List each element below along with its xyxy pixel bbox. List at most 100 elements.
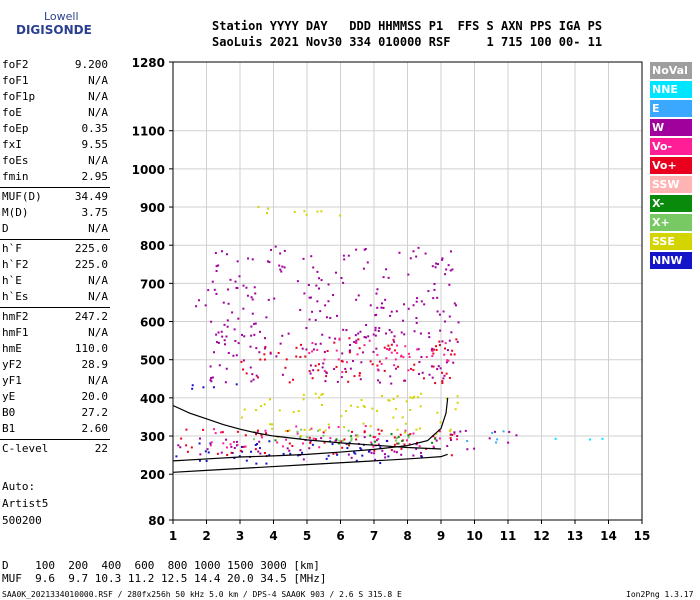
echo-point: [508, 430, 511, 433]
echo-point: [210, 441, 213, 444]
echo-point: [444, 273, 447, 276]
y-tick-label: 700: [140, 277, 165, 291]
echo-point: [356, 353, 359, 356]
echo-point: [393, 364, 396, 367]
echo-point: [265, 212, 268, 215]
echo-point: [230, 451, 233, 454]
echo-point: [329, 317, 332, 320]
param-row: hmE 110.0: [2, 342, 108, 357]
echo-point: [316, 270, 319, 273]
echo-point: [216, 341, 219, 344]
echo-point: [450, 353, 453, 356]
echo-point: [229, 443, 232, 446]
echo-point: [353, 340, 356, 343]
echo-point: [432, 365, 435, 368]
echo-point: [311, 350, 314, 353]
echo-point: [392, 416, 395, 419]
echo-point: [454, 408, 457, 411]
echo-point: [242, 284, 245, 287]
echo-point: [436, 296, 439, 299]
echo-point: [293, 210, 296, 213]
echo-point: [301, 347, 304, 350]
echo-point: [453, 353, 456, 356]
echo-point: [336, 453, 339, 456]
echo-point: [360, 361, 363, 364]
echo-point: [221, 335, 224, 338]
echo-point: [369, 304, 372, 307]
echo-point: [494, 430, 497, 433]
echo-point: [226, 453, 229, 456]
echo-point: [344, 367, 347, 370]
echo-point: [223, 343, 226, 346]
echo-point: [431, 441, 434, 444]
x-tick-label: 4: [269, 529, 277, 543]
echo-point: [250, 450, 253, 453]
echo-point: [441, 257, 444, 260]
echo-point: [435, 262, 438, 265]
echo-point: [302, 458, 305, 461]
echo-point: [376, 409, 379, 412]
echo-point: [368, 339, 371, 342]
x-tick-label: 8: [403, 529, 411, 543]
echo-point: [416, 396, 419, 399]
echo-point: [331, 443, 334, 446]
echo-point: [395, 451, 398, 454]
echo-point: [220, 330, 223, 333]
echo-point: [359, 447, 362, 450]
panel-separator: [0, 307, 110, 308]
echo-point: [360, 399, 363, 402]
y-tick-label: 1100: [132, 125, 165, 139]
echo-point: [390, 449, 393, 452]
param-row: foEp 0.35: [2, 122, 108, 137]
echo-point: [340, 415, 343, 418]
echo-point: [204, 450, 207, 453]
y-tick-label: 1000: [132, 163, 165, 177]
echo-point: [376, 353, 379, 356]
echo-point: [356, 405, 359, 408]
echo-point: [319, 310, 322, 313]
echo-point: [372, 445, 375, 448]
echo-point: [251, 373, 254, 376]
echo-point: [413, 363, 416, 366]
echo-point: [232, 354, 235, 357]
echo-point: [186, 450, 189, 453]
echo-point: [362, 351, 365, 354]
trace-line: [172, 397, 449, 462]
echo-point: [358, 347, 361, 350]
echo-point: [246, 294, 249, 297]
echo-point: [308, 428, 311, 431]
echo-point: [434, 437, 437, 440]
param-name: foF1: [2, 74, 29, 87]
echo-point: [335, 452, 338, 455]
echo-point: [227, 351, 230, 354]
echo-point: [279, 252, 282, 255]
echo-point: [418, 373, 421, 376]
echo-point: [441, 371, 444, 374]
echo-point: [356, 435, 359, 438]
echo-point: [377, 379, 380, 382]
echo-point: [350, 435, 353, 438]
echo-point: [274, 439, 277, 442]
param-value: 225.0: [74, 258, 108, 271]
echo-point: [353, 451, 356, 454]
param-row: foF1p N/A: [2, 90, 108, 105]
echo-point: [397, 442, 400, 445]
echo-point: [221, 431, 224, 434]
echo-point: [374, 326, 377, 329]
param-row: yF1 N/A: [2, 374, 108, 389]
legend-item: X-: [650, 195, 692, 212]
echo-point: [448, 430, 451, 433]
echo-point: [453, 432, 456, 435]
echo-point: [252, 378, 255, 381]
param-row: h`F2 225.0: [2, 258, 108, 273]
param-name: h`Es: [2, 290, 29, 303]
echo-point: [447, 264, 450, 267]
echo-point: [312, 266, 315, 269]
echo-point: [345, 409, 348, 412]
echo-point: [400, 447, 403, 450]
echo-point: [258, 440, 261, 443]
echo-point: [378, 381, 381, 384]
echo-point: [254, 322, 257, 325]
echo-point: [214, 432, 217, 435]
